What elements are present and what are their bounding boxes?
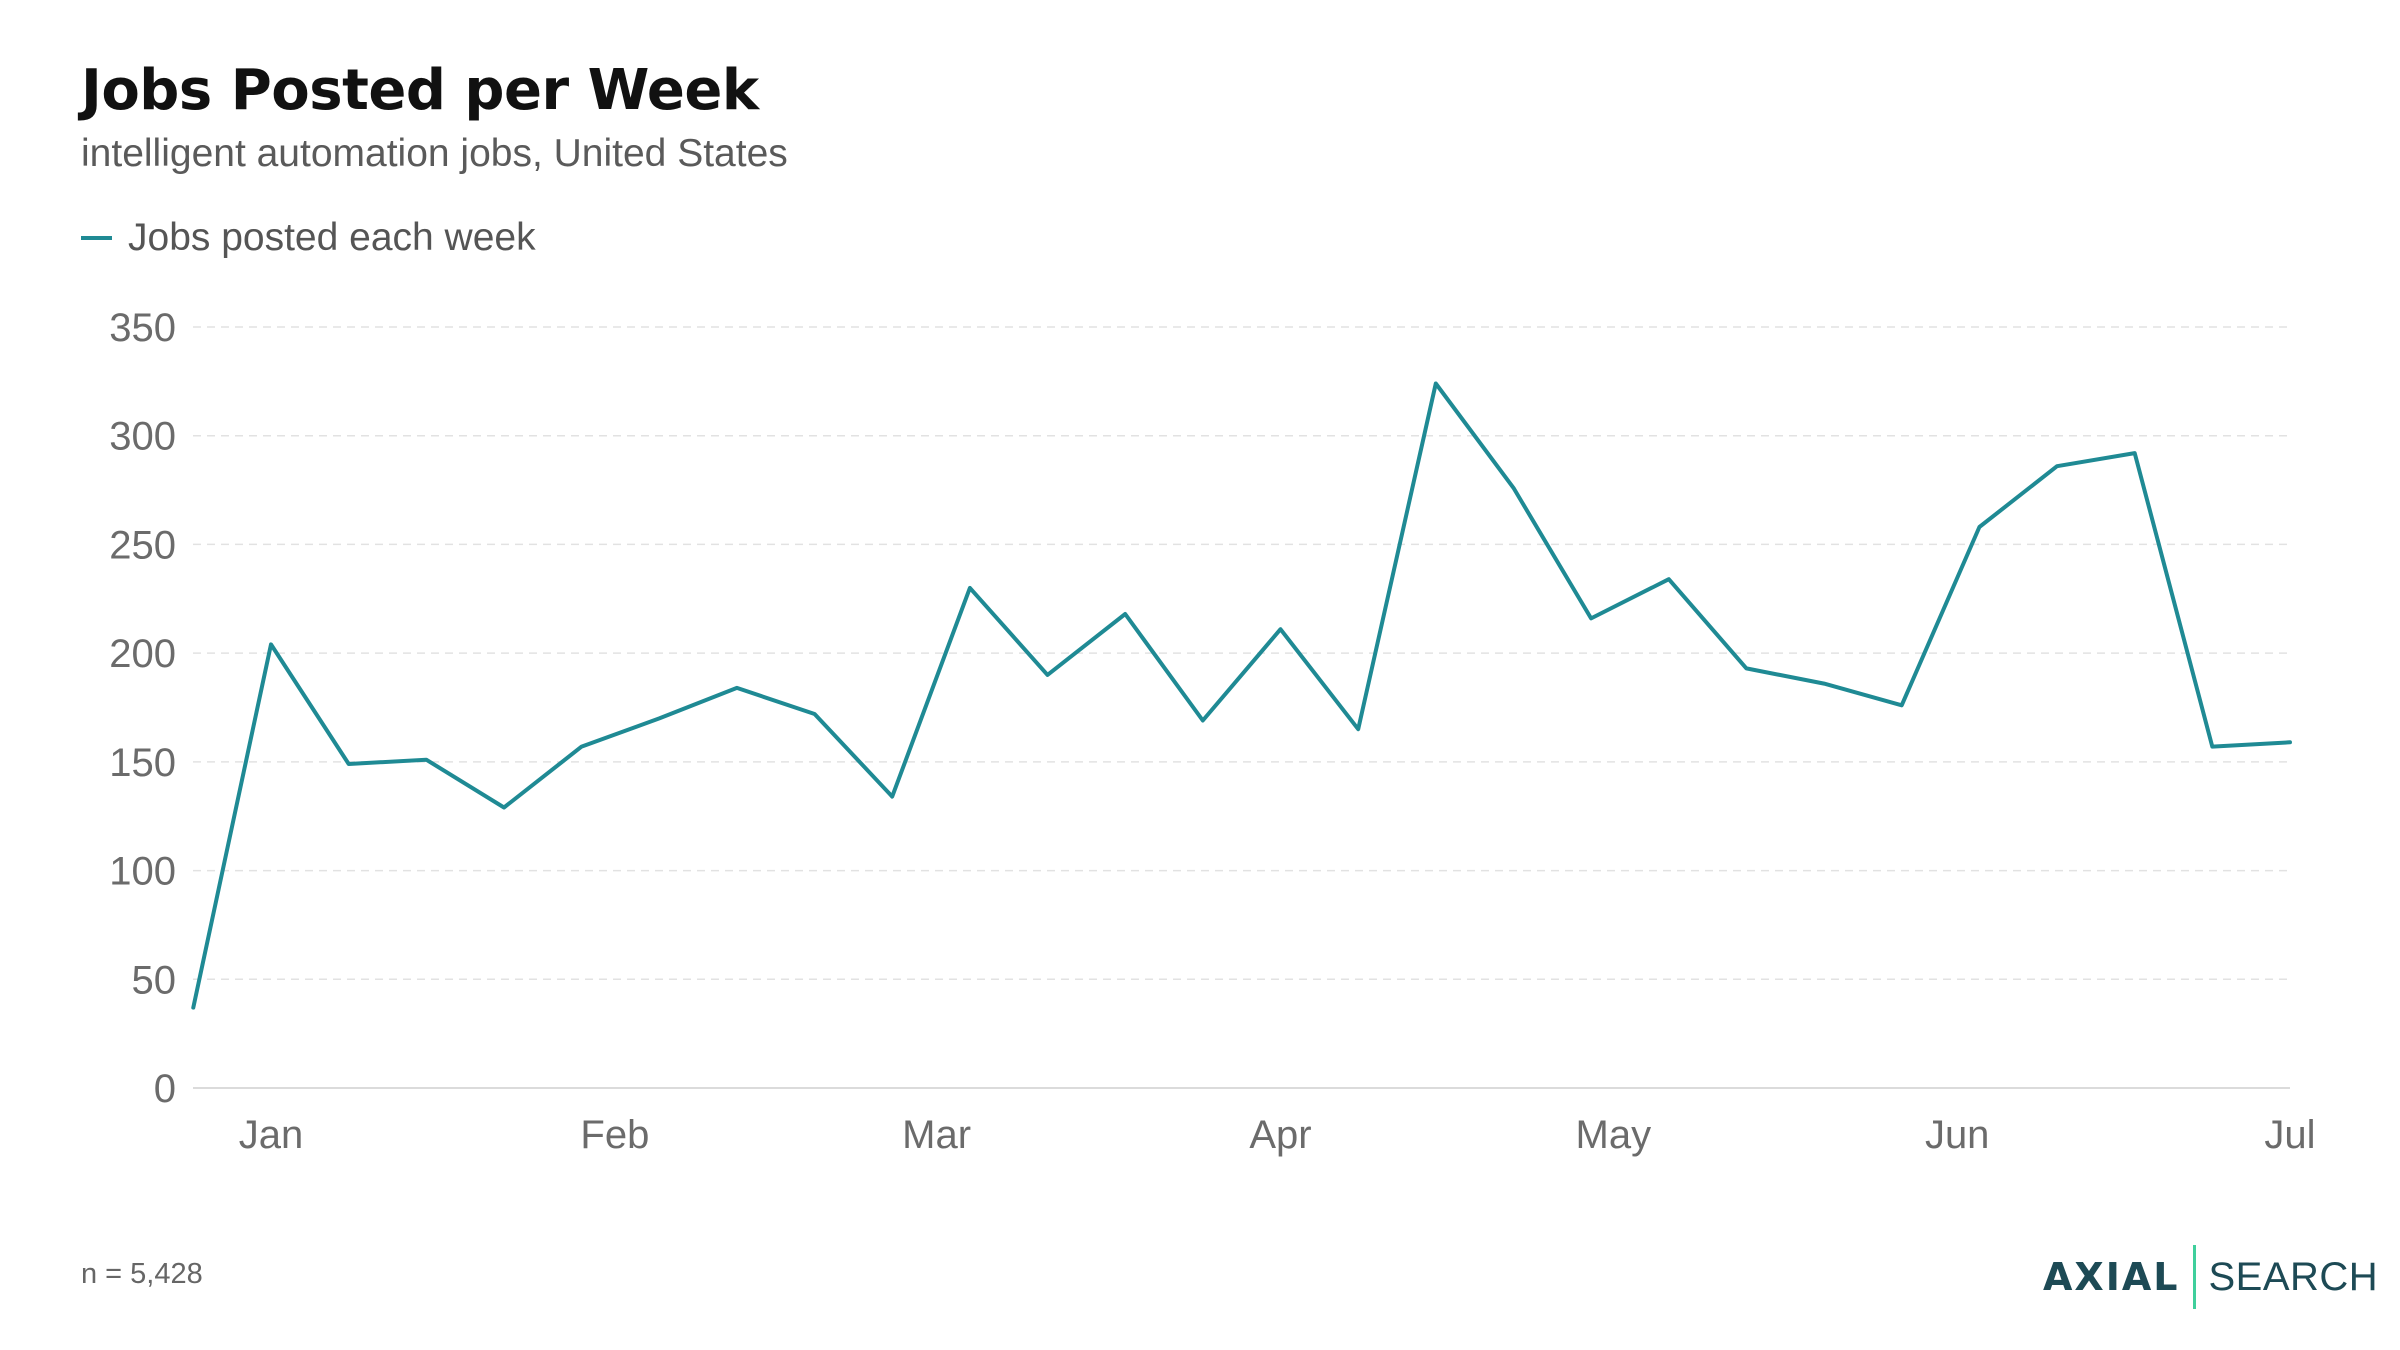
chart-legend: Jobs posted each week — [81, 216, 536, 260]
legend-label: Jobs posted each week — [128, 216, 536, 259]
x-tick-label: Jan — [239, 1113, 304, 1157]
y-tick-label: 300 — [109, 415, 176, 459]
brand-logo: AXIAL SEARCH — [2043, 1244, 2378, 1310]
x-tick-label: Mar — [902, 1113, 971, 1157]
sample-size-note: n = 5,428 — [81, 1258, 203, 1290]
series-line — [191, 381, 2292, 1010]
x-tick-label: May — [1576, 1113, 1652, 1157]
x-tick-label: Jul — [2264, 1113, 2315, 1157]
y-tick-label: 350 — [109, 306, 176, 350]
x-tick-label: Jun — [1925, 1113, 1990, 1157]
y-tick-label: 250 — [109, 523, 176, 567]
y-tick-label: 50 — [132, 958, 177, 1002]
brand-logo-wordmark: AXIAL — [2043, 1255, 2180, 1299]
chart-subtitle: intelligent automation jobs, United Stat… — [81, 132, 788, 175]
x-tick-label: Feb — [580, 1113, 649, 1157]
y-tick-label: 200 — [109, 632, 176, 676]
y-tick-label: 150 — [109, 741, 176, 785]
chart-title: Jobs Posted per Week — [81, 58, 759, 123]
y-tick-label: 0 — [154, 1067, 176, 1111]
legend-swatch — [81, 236, 112, 240]
brand-divider — [2193, 1245, 2197, 1309]
brand-product-name: SEARCH — [2208, 1254, 2379, 1299]
y-tick-label: 100 — [109, 850, 176, 894]
x-tick-label: Apr — [1249, 1113, 1311, 1157]
